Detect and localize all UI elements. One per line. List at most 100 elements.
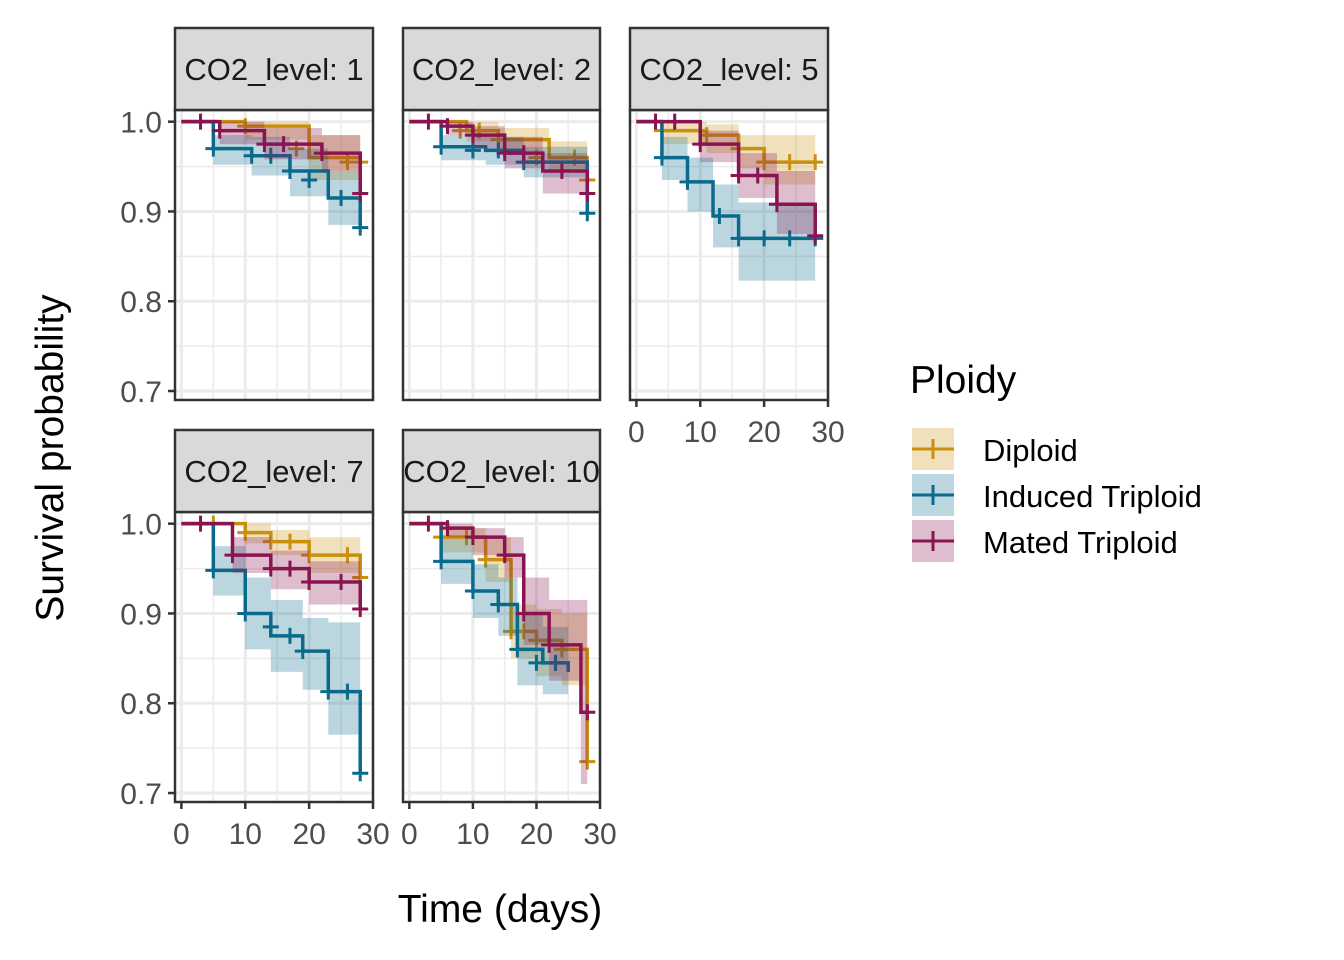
censor-mark: [768, 196, 785, 213]
censor-mark: [666, 113, 683, 130]
legend-title: Ploidy: [910, 359, 1017, 402]
censor-mark: [756, 230, 773, 247]
panel-data: [181, 113, 369, 236]
panel-data: [181, 515, 369, 782]
censor-mark: [464, 127, 481, 144]
legend-item: Mated Triploid: [912, 520, 1178, 562]
censor-mark: [679, 173, 696, 190]
censor-mark: [579, 205, 596, 222]
facet-strip: [401, 26, 602, 112]
legend-item: Diploid: [912, 428, 1078, 470]
censor-mark: [275, 136, 292, 153]
x-tick-label: 10: [684, 416, 717, 449]
y-tick-label: 0.8: [120, 286, 162, 319]
facet-strip: [628, 26, 830, 112]
y-tick-label: 0.7: [120, 376, 162, 409]
facet-strip-label: CO2_level: 1: [184, 52, 363, 87]
censor-mark: [579, 704, 596, 721]
censor-mark: [262, 147, 279, 164]
facet-strip-label: CO2_level: 2: [412, 52, 591, 87]
censor-mark: [205, 562, 222, 579]
censor-mark: [262, 618, 279, 635]
survival-curve: [636, 119, 816, 241]
legend-label: Diploid: [983, 433, 1078, 468]
censor-mark: [647, 113, 664, 130]
legend-key-mark: [912, 439, 954, 459]
y-tick-label: 0.9: [120, 598, 162, 631]
x-tick-label: 0: [628, 416, 645, 449]
censor-mark: [420, 515, 437, 532]
panel-background: [175, 512, 373, 802]
censor-mark: [553, 163, 570, 180]
censor-mark: [339, 547, 356, 564]
censor-mark: [262, 560, 279, 577]
censor-mark: [579, 753, 596, 770]
facet-strip: [173, 26, 375, 112]
facet-panel: CO2_level: 2: [401, 26, 602, 402]
censor-mark: [439, 118, 456, 135]
censor-mark: [692, 136, 709, 153]
confidence-ribbon: [409, 523, 588, 785]
facet-panel: CO2_level: 5 0 10 20 30: [628, 26, 845, 449]
censor-mark: [541, 636, 558, 653]
panel-data: [636, 113, 824, 281]
facet-panels: CO2_level: 1 0.7 0.8 0.9 1.0 CO2_level: 2 CO2_…: [120, 26, 845, 851]
facet-strip: [173, 428, 375, 514]
censor-mark: [339, 683, 356, 700]
censor-mark: [262, 533, 279, 550]
censor-mark: [756, 154, 773, 171]
censor-mark: [301, 574, 318, 591]
censor-mark: [352, 185, 369, 202]
censor-mark: [807, 227, 824, 244]
censor-mark: [211, 122, 228, 139]
censor-mark: [509, 641, 526, 658]
y-tick-label: 1.0: [120, 509, 162, 542]
censor-mark: [749, 167, 766, 184]
panel-data: [409, 113, 596, 222]
censor-mark: [281, 533, 298, 550]
censor-mark: [464, 529, 481, 546]
survival-curve: [409, 119, 590, 214]
censor-mark: [420, 113, 437, 130]
legend-key-mark: [912, 531, 954, 551]
y-tick-label: 0.9: [120, 196, 162, 229]
censor-mark: [439, 520, 456, 537]
censor-mark: [281, 163, 298, 180]
censor-mark: [781, 230, 798, 247]
confidence-ribbon: [409, 523, 588, 776]
censor-mark: [256, 136, 273, 153]
censor-mark: [515, 145, 532, 162]
confidence-ribbon: [636, 121, 816, 185]
confidence-ribbon: [181, 121, 361, 185]
x-tick-label: 10: [229, 818, 262, 851]
censor-mark: [807, 154, 824, 171]
confidence-ribbon: [409, 523, 569, 713]
legend: Ploidy Diploid Induced Triploid Mated Trip…: [910, 359, 1202, 562]
censor-mark: [294, 643, 311, 660]
y-axis-title: Survival probability: [29, 294, 72, 622]
censor-mark: [496, 547, 513, 564]
facet-strip: [401, 428, 602, 514]
censor-mark: [301, 172, 318, 189]
censor-mark: [781, 154, 798, 171]
confidence-ribbon: [181, 121, 361, 203]
censor-mark: [333, 189, 350, 206]
x-tick-label: 10: [456, 818, 489, 851]
censor-mark: [547, 654, 564, 671]
censor-mark: [528, 654, 545, 671]
censor-mark: [579, 185, 596, 202]
confidence-ribbon: [409, 121, 588, 194]
censor-mark: [653, 149, 670, 166]
censor-mark: [192, 515, 209, 532]
censor-mark: [477, 551, 494, 568]
censor-mark: [352, 219, 369, 236]
censor-mark: [496, 145, 513, 162]
confidence-ribbon: [636, 121, 816, 281]
censor-mark: [352, 600, 369, 617]
censor-mark: [464, 142, 481, 159]
x-tick-label: 0: [401, 818, 418, 851]
y-tick-label: 1.0: [120, 107, 162, 140]
censor-mark: [730, 167, 747, 184]
y-tick-label: 0.8: [120, 688, 162, 721]
